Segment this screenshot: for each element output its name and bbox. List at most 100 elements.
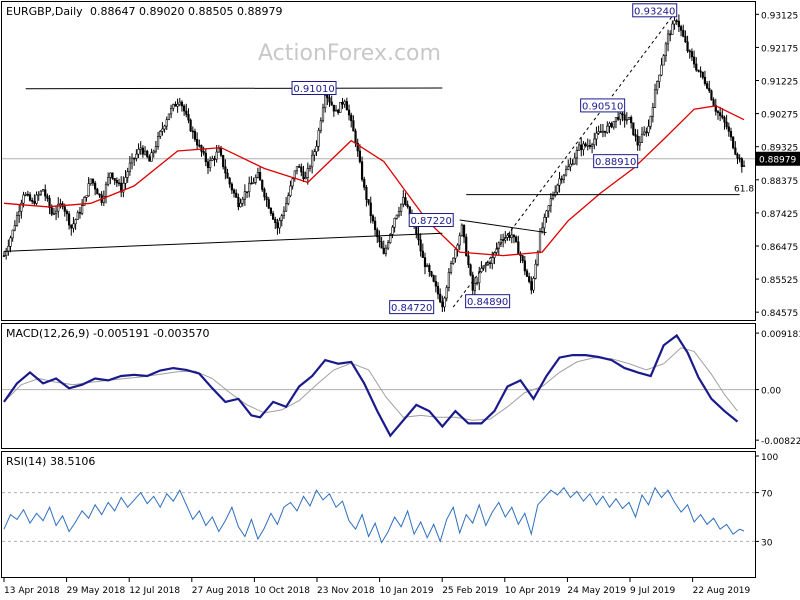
candle-body	[387, 242, 390, 249]
date-tick-label: 13 Apr 2018	[4, 586, 60, 596]
candle-body	[152, 150, 155, 154]
candle-body	[350, 114, 353, 122]
candle-body	[597, 131, 600, 134]
candle-body	[187, 114, 190, 121]
candle-body	[83, 197, 86, 206]
candle-body	[432, 275, 435, 282]
candle-body	[538, 231, 542, 253]
candle-body	[306, 168, 309, 178]
candle-body	[630, 116, 633, 124]
candle-body	[65, 211, 69, 215]
candle-body	[458, 235, 461, 246]
candle-body	[382, 247, 385, 254]
trend-line	[25, 87, 443, 90]
candle-body	[308, 166, 312, 170]
candle-body	[447, 271, 450, 288]
candle-body	[517, 241, 520, 255]
candle-body	[497, 242, 500, 249]
candle-body	[710, 90, 713, 101]
date-tick-label: 9 Jul 2019	[630, 586, 675, 596]
candle-body	[690, 51, 694, 58]
candle-body	[404, 197, 407, 205]
candle-body	[113, 178, 116, 181]
candle-body	[250, 182, 253, 185]
price-tick-label: 0.91225	[761, 78, 798, 88]
price-annotation: 0.90510	[580, 98, 626, 113]
macd-line	[3, 333, 739, 438]
candle-body	[226, 172, 229, 179]
candle-body	[298, 166, 301, 168]
candle-body	[523, 260, 526, 272]
price-annotation-box	[465, 294, 511, 309]
candle-body	[85, 195, 88, 198]
candle-body	[128, 162, 131, 172]
candle-body	[638, 141, 641, 146]
candle-body	[625, 119, 628, 121]
candle-body	[558, 178, 561, 186]
fib-swing-line	[452, 10, 678, 308]
candle-body	[237, 197, 240, 208]
price-tick-label: 0.89325	[761, 144, 798, 154]
candle-body	[426, 265, 429, 268]
candle-body	[206, 161, 210, 168]
candle-body	[109, 172, 112, 178]
candle-body	[400, 203, 403, 212]
candle-body	[107, 177, 110, 185]
date-tick-label: 10 Oct 2018	[254, 586, 310, 596]
candle-body	[488, 262, 492, 265]
rsi-panel-frame	[1, 451, 756, 578]
candle-body	[721, 115, 724, 118]
candle-body	[454, 248, 457, 259]
candle-body	[59, 203, 62, 205]
candle-body	[376, 229, 379, 238]
candle-body	[180, 101, 184, 107]
candle-body	[332, 104, 335, 112]
candle-body	[658, 74, 661, 82]
candle-body	[57, 203, 60, 212]
candle-body	[263, 189, 266, 198]
candle-body	[469, 264, 472, 276]
candle-body	[211, 158, 214, 161]
candle-body	[165, 119, 168, 127]
candle-body	[189, 119, 192, 132]
candle-body	[319, 120, 322, 131]
candle-body	[643, 131, 646, 135]
candle-body	[31, 200, 34, 202]
candle-body	[143, 150, 147, 155]
candle-body	[430, 271, 433, 276]
candle-body	[706, 83, 709, 89]
candle-body	[124, 177, 127, 184]
candle-body	[684, 36, 687, 43]
candle-body	[89, 178, 92, 184]
candle-body	[161, 128, 164, 132]
price-annotation-label: 0.84890	[467, 297, 508, 308]
candle-body	[202, 151, 205, 154]
candle-body	[593, 138, 596, 146]
candle-body	[148, 156, 151, 162]
candle-body	[204, 152, 207, 163]
candle-body	[389, 234, 392, 243]
candle-body	[402, 197, 405, 205]
candle-body	[419, 239, 422, 252]
macd-title: MACD(12,26,9) -0.005191 -0.003570	[6, 327, 209, 340]
candle-body	[656, 81, 659, 91]
price-tick-label: 0.90275	[761, 111, 798, 121]
candle-body	[575, 149, 579, 159]
macd-layer	[2, 333, 755, 438]
price-annotation-label: 0.93240	[634, 6, 675, 17]
candle-body	[167, 113, 171, 120]
candle-body	[664, 43, 667, 56]
fib-label: 61.8	[734, 185, 754, 195]
candle-body	[169, 107, 173, 115]
candle-body	[254, 177, 257, 183]
date-tick-label: 29 May 2018	[67, 586, 126, 596]
candle-body	[330, 101, 333, 106]
candle-body	[556, 184, 559, 193]
candle-body	[228, 177, 231, 185]
watermark: ActionForex.com	[258, 41, 441, 66]
candle-body	[645, 131, 648, 134]
candle-body	[653, 89, 657, 108]
candle-body	[669, 33, 672, 36]
candle-body	[185, 110, 188, 115]
